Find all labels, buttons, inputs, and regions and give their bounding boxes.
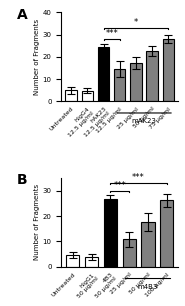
Text: mAK23: mAK23	[132, 118, 157, 124]
Y-axis label: Number of Fragments: Number of Fragments	[34, 19, 40, 95]
Bar	[123, 239, 136, 267]
Bar	[163, 39, 174, 101]
Text: ***: ***	[113, 181, 126, 190]
Bar	[141, 222, 154, 267]
Text: *: *	[134, 18, 138, 27]
Bar	[66, 255, 79, 267]
Bar	[114, 69, 125, 101]
Text: B: B	[17, 174, 28, 187]
Bar	[85, 257, 98, 267]
Bar	[65, 90, 77, 101]
Text: A: A	[17, 8, 28, 22]
Bar	[82, 91, 93, 101]
Text: ***: ***	[105, 29, 118, 38]
Y-axis label: Number of Fragments: Number of Fragments	[34, 184, 40, 260]
Bar	[104, 200, 117, 267]
Bar	[130, 63, 142, 101]
Bar	[98, 47, 109, 101]
Bar	[147, 51, 158, 101]
Text: m4B3: m4B3	[138, 284, 158, 290]
Text: ***: ***	[132, 173, 145, 182]
Bar	[160, 200, 173, 267]
